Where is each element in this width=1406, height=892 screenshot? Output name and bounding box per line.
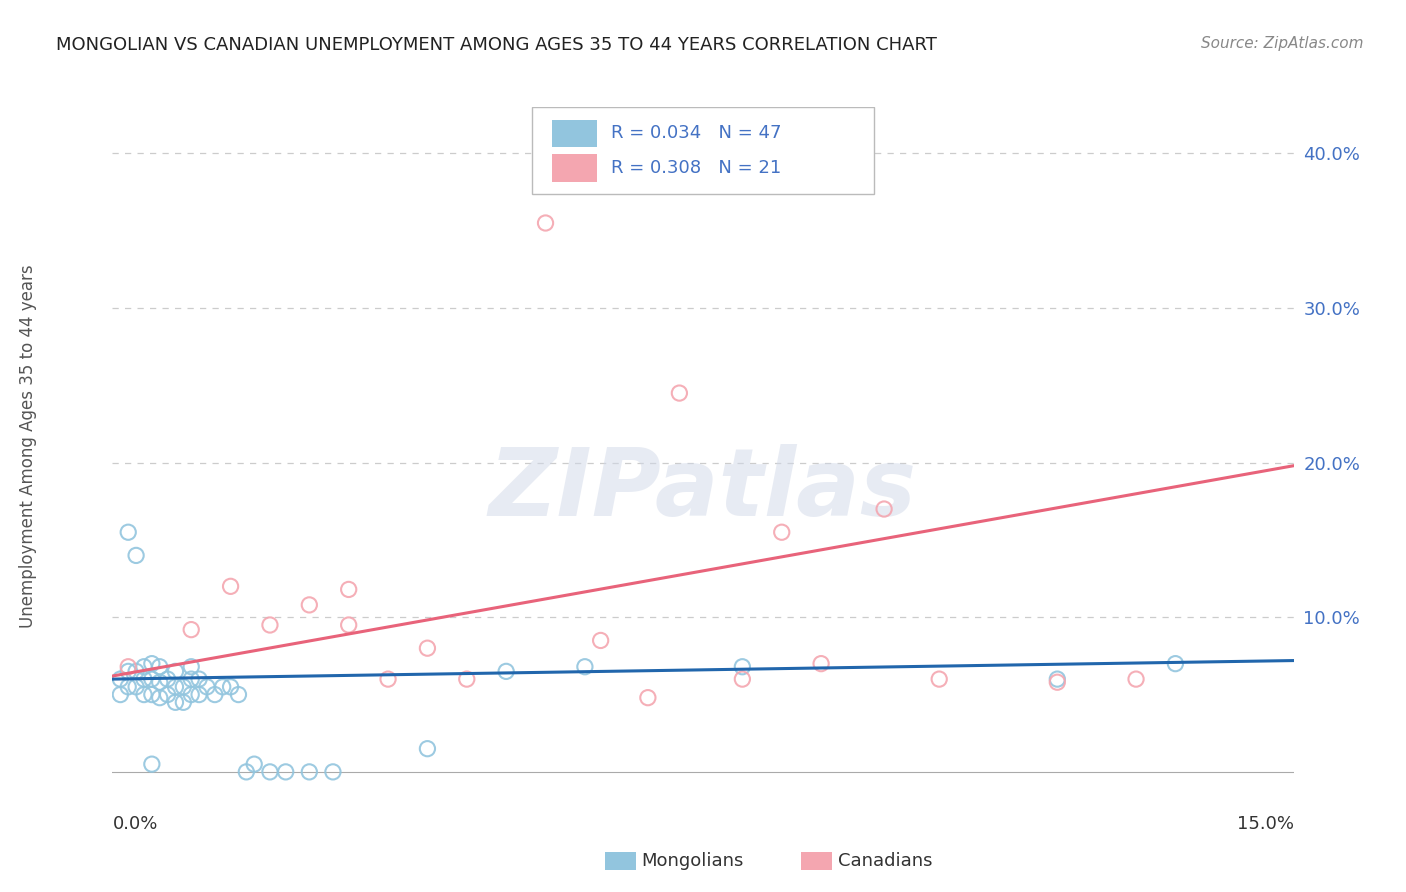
Point <box>337 618 360 632</box>
Point <box>322 764 344 779</box>
Point <box>228 688 250 702</box>
Point <box>1046 672 1069 686</box>
Point <box>149 659 172 673</box>
Point <box>219 680 242 694</box>
Point <box>416 641 439 656</box>
Text: R = 0.034   N = 47: R = 0.034 N = 47 <box>610 125 782 143</box>
Point <box>259 618 281 632</box>
Point <box>298 764 321 779</box>
Point <box>495 665 517 679</box>
Point <box>873 502 896 516</box>
Text: R = 0.308   N = 21: R = 0.308 N = 21 <box>610 160 782 178</box>
Point <box>534 216 557 230</box>
Text: Mongolians: Mongolians <box>641 852 744 870</box>
Point <box>132 688 155 702</box>
Point <box>110 672 132 686</box>
Point <box>195 680 218 694</box>
Text: 0.0%: 0.0% <box>112 815 157 833</box>
Point <box>110 688 132 702</box>
Bar <box>551 120 596 147</box>
Text: Source: ZipAtlas.com: Source: ZipAtlas.com <box>1201 36 1364 51</box>
Point <box>132 672 155 686</box>
Point <box>149 675 172 690</box>
Point <box>125 549 148 563</box>
Text: 15.0%: 15.0% <box>1236 815 1294 833</box>
Point <box>141 688 163 702</box>
Point <box>810 657 832 671</box>
Point <box>298 598 321 612</box>
Point <box>149 690 172 705</box>
Point <box>117 525 139 540</box>
Point <box>1046 675 1069 690</box>
Point <box>117 659 139 673</box>
Point <box>668 386 690 401</box>
Point <box>117 665 139 679</box>
Point <box>125 680 148 694</box>
Point <box>156 688 179 702</box>
Point <box>770 525 793 540</box>
Point <box>337 582 360 597</box>
Point <box>132 659 155 673</box>
Bar <box>551 154 596 182</box>
Point <box>141 672 163 686</box>
Point <box>180 672 202 686</box>
Point <box>574 659 596 673</box>
Point <box>141 757 163 772</box>
Point <box>165 665 187 679</box>
Point <box>188 688 211 702</box>
Text: Canadians: Canadians <box>838 852 932 870</box>
Point <box>274 764 297 779</box>
Point <box>156 672 179 686</box>
Point <box>456 672 478 686</box>
FancyBboxPatch shape <box>531 107 875 194</box>
Point <box>243 757 266 772</box>
Point <box>188 672 211 686</box>
Point <box>172 695 194 709</box>
Point <box>731 659 754 673</box>
Text: ZIPatlas: ZIPatlas <box>489 443 917 536</box>
Point <box>731 672 754 686</box>
Point <box>377 672 399 686</box>
Point <box>1164 657 1187 671</box>
Point <box>235 764 257 779</box>
Point <box>180 688 202 702</box>
Point <box>165 680 187 694</box>
Point <box>141 657 163 671</box>
Point <box>928 672 950 686</box>
Point <box>125 665 148 679</box>
Point <box>204 688 226 702</box>
Point <box>180 623 202 637</box>
Point <box>219 579 242 593</box>
Point <box>211 680 233 694</box>
Point <box>117 680 139 694</box>
Point <box>165 695 187 709</box>
Point <box>589 633 612 648</box>
Text: MONGOLIAN VS CANADIAN UNEMPLOYMENT AMONG AGES 35 TO 44 YEARS CORRELATION CHART: MONGOLIAN VS CANADIAN UNEMPLOYMENT AMONG… <box>56 36 938 54</box>
Point <box>1125 672 1147 686</box>
Text: Unemployment Among Ages 35 to 44 years: Unemployment Among Ages 35 to 44 years <box>20 264 37 628</box>
Point <box>172 680 194 694</box>
Point <box>637 690 659 705</box>
Point <box>180 659 202 673</box>
Point <box>259 764 281 779</box>
Point <box>416 741 439 756</box>
